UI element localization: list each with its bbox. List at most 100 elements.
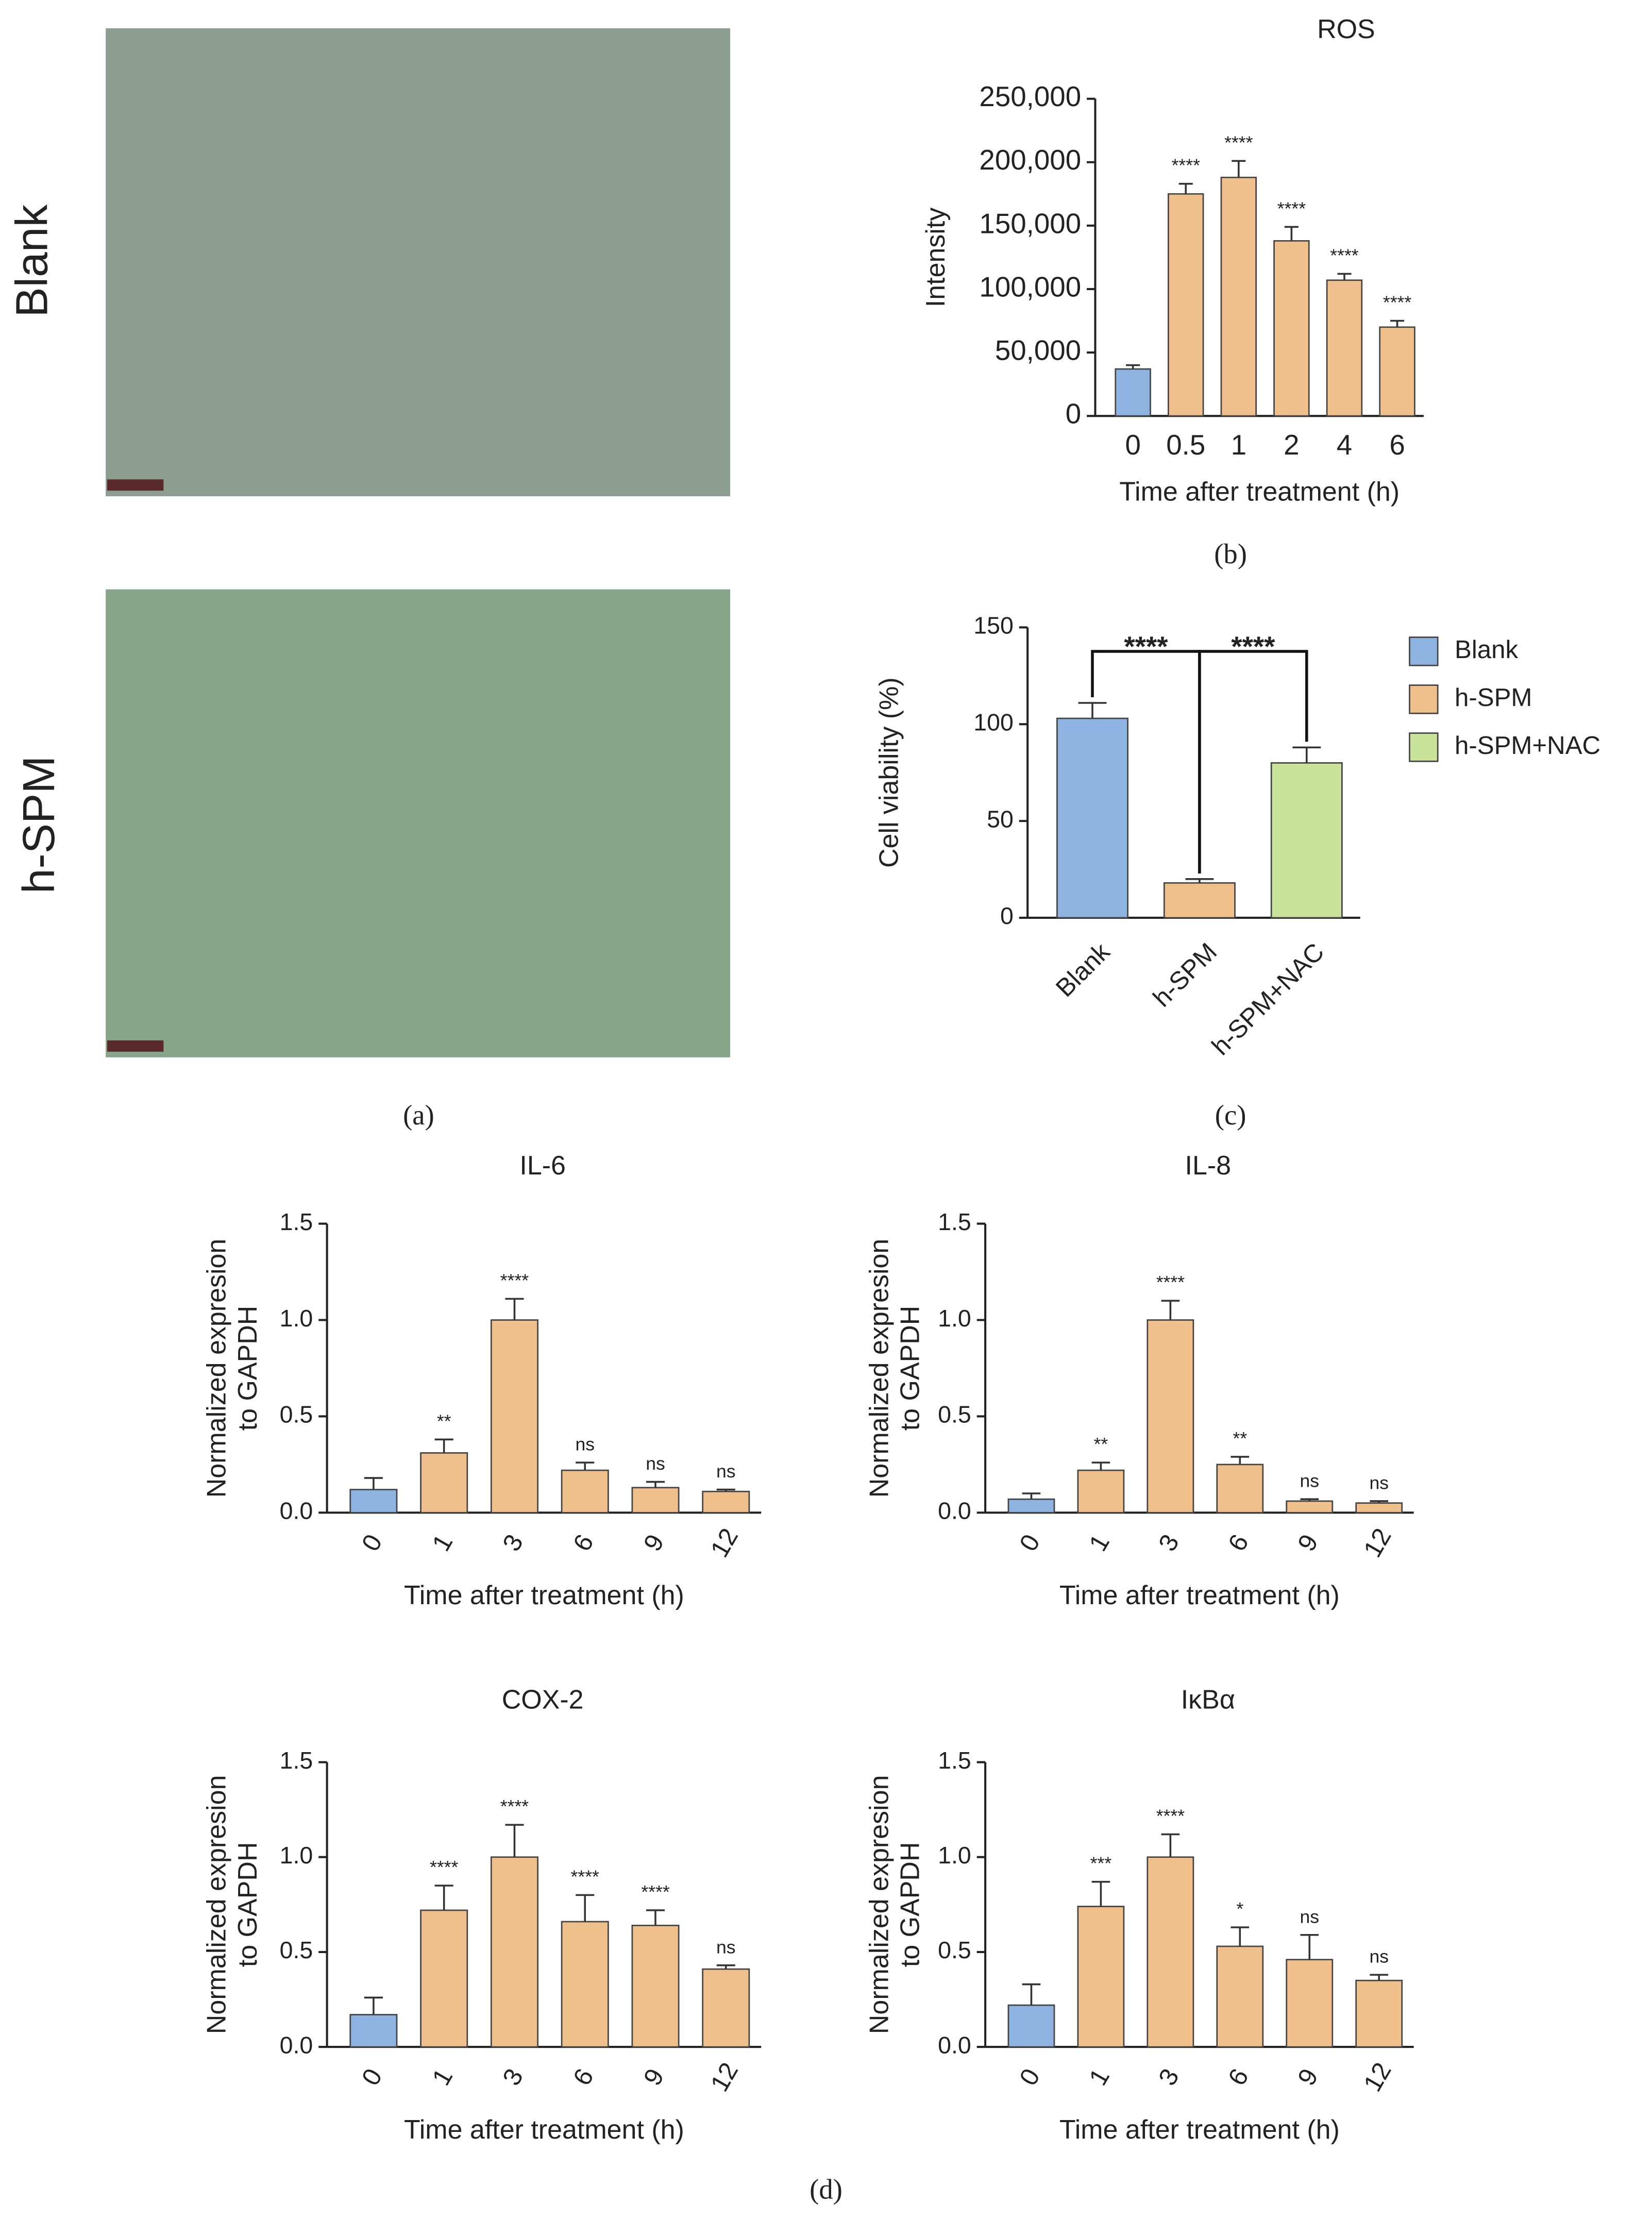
- error-bar: [576, 1894, 595, 1922]
- y-tick-label: 150,000: [979, 207, 1081, 239]
- error-bar: [646, 1909, 665, 1926]
- x-tick-label: 12: [1358, 1523, 1397, 1562]
- legend-swatch: [1409, 732, 1439, 762]
- y-tick-label: 0.5: [280, 1401, 313, 1428]
- y-tick-label: 0: [1000, 902, 1014, 929]
- y-tick-label: 0.0: [280, 1498, 313, 1524]
- y-axis-label: to GAPDH: [233, 1306, 263, 1431]
- x-tick-label: 3: [497, 2064, 529, 2090]
- legend-label: h-SPM: [1455, 683, 1532, 712]
- bar: [1007, 2004, 1055, 2048]
- y-tick-label: 0.5: [280, 1937, 313, 1963]
- y-tick-label: 150: [973, 612, 1014, 639]
- error-bar: [576, 1461, 595, 1471]
- bar: [1216, 1945, 1264, 2048]
- significance-label: ns: [646, 1453, 665, 1474]
- error-bar: [1292, 746, 1321, 763]
- scale-bar: [107, 1040, 164, 1052]
- x-axis-label: Time after treatment (h): [1059, 1581, 1340, 1610]
- bar: [1286, 1500, 1334, 1514]
- legend-swatch: [1409, 636, 1439, 666]
- micrograph-blank: [106, 28, 730, 497]
- bar: [349, 2014, 398, 2048]
- x-tick-label: 6: [1389, 429, 1405, 461]
- significance-label: ****: [1156, 1272, 1185, 1293]
- error-bar: [1337, 273, 1352, 280]
- bar: [631, 1924, 680, 2048]
- significance-label: ns: [716, 1937, 736, 1957]
- y-tick-label: 100,000: [979, 271, 1081, 302]
- error-bar: [716, 1964, 735, 1970]
- bar: [1216, 1464, 1264, 1514]
- bar: [1379, 326, 1415, 417]
- bar: [1326, 279, 1363, 417]
- significance-label: ****: [1156, 1806, 1185, 1826]
- error-bar: [1284, 226, 1299, 241]
- y-axis-label: Intensity: [921, 208, 951, 308]
- significance-label: ****: [500, 1796, 529, 1817]
- chart-title: IL-8: [1185, 1151, 1232, 1181]
- chart-title: ROS: [1317, 14, 1375, 44]
- x-axis-label: Time after treatment (h): [1059, 2115, 1340, 2145]
- bar: [490, 1319, 538, 1514]
- chart-title: COX-2: [502, 1685, 584, 1715]
- y-tick-label: 50,000: [995, 334, 1081, 366]
- x-tick-label: 0: [356, 2064, 387, 2090]
- bar: [631, 1487, 680, 1514]
- y-tick-label: 0.5: [938, 1937, 971, 1963]
- y-axis-label: to GAPDH: [896, 1842, 925, 1968]
- significance-label: ****: [571, 1867, 600, 1887]
- error-bar: [1022, 1983, 1041, 2006]
- error-bar: [1230, 1926, 1250, 1946]
- error-bar: [1022, 1492, 1041, 1500]
- y-axis-label: to GAPDH: [896, 1306, 925, 1431]
- chart-title: IL-6: [519, 1151, 566, 1181]
- legend-swatch: [1409, 684, 1439, 714]
- y-axis-label: Cell viability (%): [874, 677, 904, 868]
- error-bar: [1300, 1934, 1319, 1960]
- error-bar: [1161, 1833, 1180, 1857]
- x-tick-label: 6: [1223, 2064, 1254, 2090]
- significance-label: **: [1233, 1428, 1247, 1449]
- y-tick-label: 1.0: [280, 1842, 313, 1869]
- bar: [1163, 882, 1236, 919]
- bar: [1355, 1502, 1403, 1514]
- error-bar: [1230, 1456, 1250, 1465]
- legend-label: h-SPM+NAC: [1455, 731, 1600, 760]
- x-tick-label: Blank: [1050, 937, 1115, 1002]
- bar: [702, 1968, 750, 2048]
- y-tick-label: 250,000: [979, 80, 1081, 112]
- y-tick-label: 1.5: [938, 1208, 971, 1235]
- y-tick-label: 0.0: [280, 2031, 313, 2058]
- error-bar: [1091, 1880, 1110, 1907]
- significance-label: ****: [1172, 155, 1201, 176]
- y-tick-label: 1.5: [280, 1208, 313, 1235]
- bar: [490, 1856, 538, 2048]
- significance-label: ****: [500, 1270, 529, 1291]
- x-tick-label: 12: [705, 1523, 744, 1562]
- x-tick-label: 0: [1014, 1529, 1046, 1556]
- x-tick-label: 9: [1292, 2064, 1324, 2090]
- x-tick-label: 0.5: [1166, 429, 1205, 461]
- error-bar: [434, 1885, 453, 1910]
- significance-label: ns: [1300, 1471, 1320, 1491]
- bar: [561, 1469, 609, 1514]
- significance-label: ****: [430, 1857, 459, 1878]
- bar: [1168, 193, 1204, 417]
- x-axis-label: Time after treatment (h): [404, 1581, 684, 1610]
- significance-label: ****: [641, 1881, 670, 1902]
- bar: [561, 1921, 609, 2048]
- bar: [1056, 717, 1128, 919]
- bar: [1273, 240, 1310, 417]
- x-tick-label: 0: [1125, 429, 1140, 461]
- caption: (a): [403, 1099, 434, 1131]
- y-tick-label: 0: [1066, 398, 1081, 430]
- error-bar: [1161, 1300, 1180, 1320]
- x-tick-label: 0: [1014, 2064, 1046, 2090]
- x-tick-label: 1: [427, 1529, 458, 1556]
- bar: [420, 1909, 468, 2048]
- y-tick-label: 1.0: [938, 1842, 971, 1869]
- significance-label: ns: [716, 1461, 736, 1482]
